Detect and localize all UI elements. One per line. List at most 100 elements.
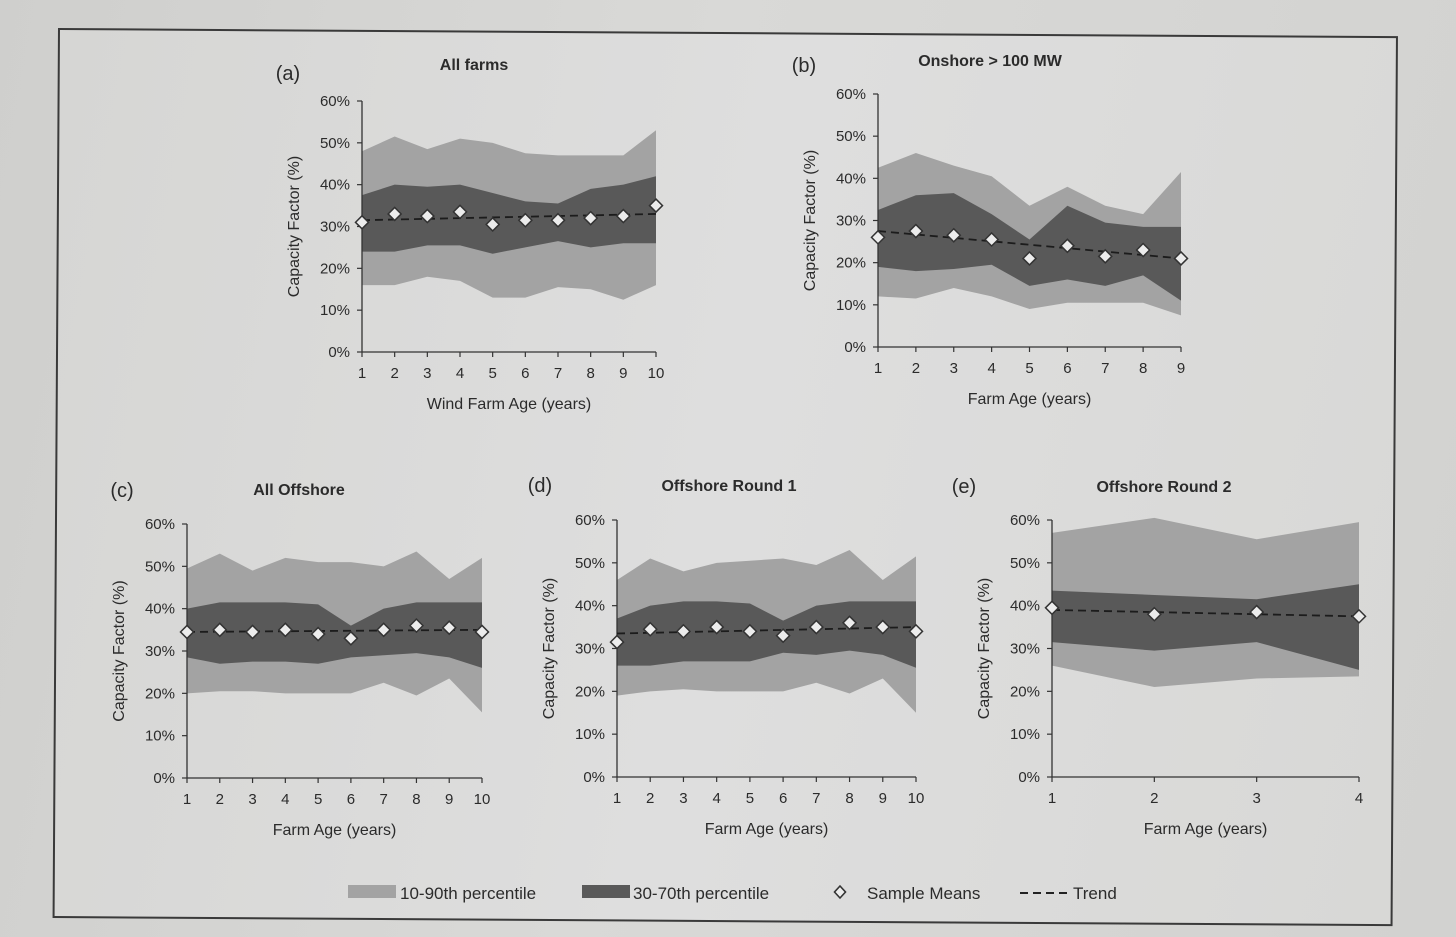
sample-mean-marker <box>1044 600 1060 616</box>
y-tick-label: 60% <box>575 512 605 529</box>
x-tick-label: 8 <box>412 791 420 808</box>
legend: 10-90th percentile 30-70th percentile Sa… <box>348 884 1117 903</box>
panel-tag: (a) <box>276 63 300 85</box>
band-30-70 <box>1052 584 1359 670</box>
y-tick-label: 20% <box>836 255 866 272</box>
chart-panel-5: 0% 10% 20% 30% 40% 50% 60% 1 2 3 4 (e) Offshore Roun… <box>952 476 1367 838</box>
y-tick-label: 0% <box>328 344 350 361</box>
panel-tag: (e) <box>952 476 976 498</box>
x-tick-label: 10 <box>474 791 491 808</box>
sample-mean-marker <box>517 212 533 228</box>
chart-panel-1: 0% 10% 20% 30% 40% 50% 60% 1 2 3 4 5 6 7 8 9 10 (a) All fa… <box>276 57 665 413</box>
sample-mean-marker <box>310 626 326 642</box>
sample-mean-marker <box>946 227 962 243</box>
x-tick-label: 7 <box>1101 360 1109 377</box>
x-tick-label: 3 <box>679 790 687 807</box>
panel-tag: (d) <box>528 475 552 497</box>
x-axis-label: Farm Age (years) <box>968 391 1092 408</box>
y-tick-label: 0% <box>153 770 175 787</box>
x-tick-label: 2 <box>1150 790 1158 807</box>
x-tick-label: 3 <box>248 791 256 808</box>
x-tick-label: 1 <box>183 791 191 808</box>
x-tick-label: 3 <box>1252 790 1260 807</box>
y-tick-label: 30% <box>1010 641 1040 658</box>
band-30-70 <box>187 602 482 668</box>
panel-title: Offshore Round 2 <box>1096 479 1231 496</box>
y-tick-label: 20% <box>575 683 605 700</box>
panel-title: Onshore > 100 MW <box>918 53 1062 70</box>
y-tick-label: 20% <box>145 685 175 702</box>
sample-mean-marker <box>343 630 359 646</box>
legend-marker-sample-means <box>833 884 847 900</box>
legend-label-10-90: 10-90th percentile <box>400 884 536 903</box>
sample-mean-marker <box>212 622 228 638</box>
x-tick-label: 8 <box>1139 360 1147 377</box>
x-tick-label: 4 <box>456 365 464 382</box>
chart-panel-4: 0% 10% 20% 30% 40% 50% 60% 1 2 3 4 5 6 7 8 9 10 (d) Offsho… <box>528 475 925 838</box>
panel-title: All Offshore <box>253 482 345 499</box>
x-tick-label: 1 <box>613 790 621 807</box>
sample-mean-marker <box>984 231 1000 248</box>
y-tick-label: 0% <box>844 339 866 356</box>
x-tick-label: 3 <box>950 360 958 377</box>
x-tick-label: 4 <box>712 790 720 807</box>
x-tick-label: 2 <box>390 365 398 382</box>
x-tick-label: 5 <box>314 791 322 808</box>
y-tick-label: 30% <box>836 213 866 230</box>
y-axis-label: Capacity Factor (%) <box>976 578 993 719</box>
sample-mean-marker <box>441 620 457 636</box>
sample-mean-marker <box>742 623 758 639</box>
legend-label-sample-means: Sample Means <box>867 884 980 903</box>
chart-panels: 0%10%20%30%40%50%60%1 2 3 4 5 6 7 8 9 10(a) All fa… <box>110 53 1367 839</box>
y-tick-label: 0% <box>583 769 605 786</box>
legend-label-trend: Trend <box>1073 884 1117 903</box>
sample-mean-marker <box>452 204 468 220</box>
trend-line <box>186 628 483 633</box>
y-tick-label: 20% <box>320 260 350 277</box>
sample-mean-marker <box>419 208 435 224</box>
sample-mean-marker <box>1059 238 1075 254</box>
x-tick-label: 10 <box>908 790 925 807</box>
sample-mean-marker <box>675 623 692 639</box>
sample-mean-marker <box>615 208 631 224</box>
panel-tag: (b) <box>792 55 816 77</box>
y-tick-label: 50% <box>145 558 175 575</box>
sample-mean-marker <box>709 619 725 635</box>
sample-mean-marker <box>550 212 566 228</box>
y-tick-label: 30% <box>575 641 605 658</box>
sample-mean-marker <box>1097 248 1113 264</box>
y-tick-label: 60% <box>836 86 866 103</box>
sample-mean-marker <box>485 216 501 232</box>
sample-mean-marker <box>408 618 425 634</box>
panel-title: All farms <box>440 57 509 74</box>
sample-mean-marker <box>908 623 924 639</box>
sample-mean-marker <box>244 624 261 640</box>
y-tick-label: 50% <box>836 128 866 145</box>
sample-mean-marker <box>583 210 599 226</box>
x-axis-label: Farm Age (years) <box>1144 821 1268 838</box>
sample-mean-marker <box>376 622 392 638</box>
y-tick-label: 30% <box>145 643 175 660</box>
band-30-70 <box>362 176 656 254</box>
sample-mean-marker <box>648 198 664 214</box>
sample-mean-marker <box>387 206 403 222</box>
x-tick-label: 5 <box>746 790 754 807</box>
x-tick-label: 2 <box>216 791 224 808</box>
y-tick-label: 60% <box>145 516 175 533</box>
x-tick-label: 9 <box>1177 360 1185 377</box>
sample-mean-marker <box>1021 250 1038 267</box>
y-tick-label: 20% <box>1010 683 1040 700</box>
legend-label-30-70: 30-70th percentile <box>633 884 769 903</box>
y-tick-label: 10% <box>1010 726 1040 743</box>
y-tick-label: 50% <box>320 135 350 152</box>
y-tick-label: 40% <box>320 177 350 194</box>
sample-mean-marker <box>808 619 824 635</box>
x-tick-label: 3 <box>423 365 431 382</box>
x-tick-label: 4 <box>1355 790 1363 807</box>
sample-mean-marker <box>1249 604 1265 620</box>
y-tick-label: 40% <box>575 598 605 615</box>
x-axis-label: Wind Farm Age (years) <box>427 396 591 413</box>
sample-mean-marker <box>354 214 370 230</box>
sample-mean-marker <box>875 619 891 635</box>
